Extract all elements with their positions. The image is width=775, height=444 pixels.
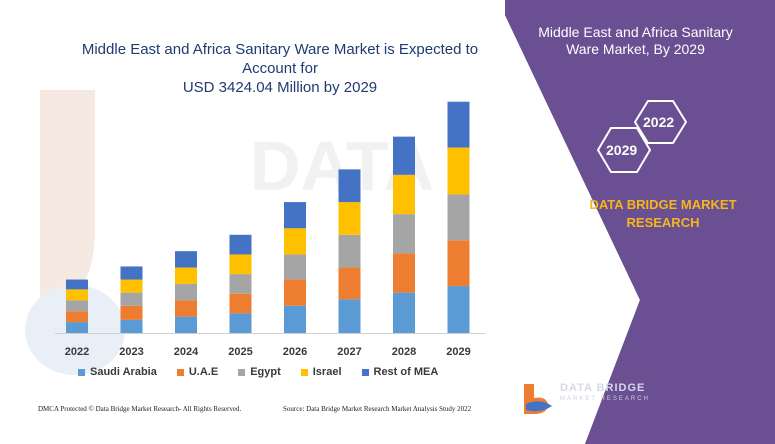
panel-title-line1: Middle East and Africa Sanitary [538, 24, 733, 40]
chart-title-line1: Middle East and Africa Sanitary Ware Mar… [81, 41, 479, 77]
bar-segment-2029-rest-of-mea [447, 101, 470, 148]
brand-line2: RESEARCH [626, 215, 700, 230]
legend-swatch [238, 368, 246, 376]
legend-swatch [300, 368, 308, 376]
brand-line1: DATA BRIDGE MARKET [589, 197, 737, 212]
bar-segment-2027-rest-of-mea [338, 169, 361, 203]
legend: Saudi Arabia U.A.E Egypt Israel Rest of … [78, 366, 438, 378]
bar-segment-2022-rest-of-mea [66, 279, 88, 290]
brand-name: DATA BRIDGE MARKET RESEARCH [578, 196, 748, 232]
bar-segment-2022-israel [66, 289, 88, 301]
x-tick-label-2026: 2026 [283, 346, 307, 358]
bar-segment-2022-egypt [66, 300, 88, 312]
hex-label-2029: 2029 [606, 142, 638, 158]
legend-item-israel: Israel [300, 366, 342, 378]
bar-segment-2023-israel [120, 279, 143, 293]
bar-segment-2028-israel [393, 174, 415, 215]
bar-segment-2023-rest-of-mea [120, 266, 143, 280]
bar-segment-2027-saudi-arabia [338, 299, 361, 333]
legend-item-saudi-arabia: Saudi Arabia [78, 366, 157, 378]
bar-segment-2023-saudi-arabia [120, 319, 143, 333]
bar-segment-2027-israel [338, 202, 361, 235]
bar-segment-2025-rest-of-mea [229, 234, 252, 255]
x-tick-label-2024: 2024 [174, 346, 199, 358]
bar-segment-2024-israel [175, 267, 197, 284]
bar-segment-2025-egypt [229, 274, 252, 294]
panel-title-line2: Ware Market, By 2029 [566, 41, 705, 57]
x-tick-label-2029: 2029 [446, 346, 470, 358]
bar-segment-2028-egypt [393, 214, 415, 254]
bar-segment-2024-u-a-e [175, 300, 197, 317]
panel-title: Middle East and Africa Sanitary Ware Mar… [518, 24, 753, 58]
bar-segment-2022-u-a-e [66, 311, 88, 323]
logo-text: DATA BRIDGE [560, 382, 646, 394]
watermark-logo [40, 90, 95, 320]
logo-swoosh [526, 401, 552, 412]
hex-label-2022: 2022 [643, 114, 675, 130]
bar-segment-2023-egypt [120, 292, 143, 306]
x-tick-label-2023: 2023 [119, 346, 143, 358]
bar-segment-2028-saudi-arabia [393, 292, 415, 333]
bar-segment-2026-rest-of-mea [284, 202, 306, 229]
logo-subtext: MARKET RESEARCH [560, 396, 650, 402]
legend-item-rest-of-mea: Rest of MEA [361, 366, 439, 378]
legend-label: Egypt [250, 366, 281, 378]
legend-item-uae: U.A.E [176, 366, 219, 378]
bar-segment-2029-israel [447, 147, 470, 195]
bar-segment-2022-saudi-arabia [66, 322, 88, 333]
bar-segment-2025-saudi-arabia [229, 313, 252, 333]
bar-segment-2024-saudi-arabia [175, 316, 197, 333]
chart-title: Middle East and Africa Sanitary Ware Mar… [55, 40, 505, 97]
legend-label: Rest of MEA [373, 366, 439, 378]
bar-segment-2025-israel [229, 254, 252, 275]
legend-swatch [361, 368, 369, 376]
bar-segment-2025-u-a-e [229, 293, 252, 314]
bar-segment-2026-u-a-e [284, 279, 306, 306]
legend-item-egypt: Egypt [238, 366, 281, 378]
bar-segment-2029-u-a-e [447, 240, 470, 287]
x-tick-label-2025: 2025 [228, 346, 252, 358]
bar-segment-2024-egypt [175, 283, 197, 301]
x-tick-label-2028: 2028 [392, 346, 416, 358]
footer-source: Source: Data Bridge Market Research Mark… [283, 405, 472, 413]
hexagon-top [633, 100, 688, 144]
bar-segment-2028-u-a-e [393, 253, 415, 293]
legend-swatch [176, 368, 184, 376]
stacked-bar-chart: 2022 2023 2024 2025 2026 2027 2028 2029 [55, 101, 485, 358]
x-tick-label-2022: 2022 [65, 346, 89, 358]
bar-segment-2027-egypt [338, 234, 361, 268]
hexagon-bottom [596, 127, 652, 173]
x-tick-label-2027: 2027 [337, 346, 361, 358]
legend-swatch [78, 368, 85, 376]
legend-label: Israel [312, 366, 342, 378]
bar-segment-2026-saudi-arabia [284, 305, 306, 333]
legend-label: Saudi Arabia [90, 366, 157, 378]
chart-title-line2: USD 3424.04 Million by 2029 [182, 79, 378, 96]
bar-segment-2023-u-a-e [120, 305, 143, 320]
footer-copyright: DMCA Protected © Data Bridge Market Rese… [38, 405, 242, 413]
bar-segment-2027-u-a-e [338, 267, 361, 300]
bar-segment-2026-israel [284, 228, 306, 255]
bar-segment-2024-rest-of-mea [175, 251, 197, 268]
legend-label: U.A.E [188, 366, 219, 378]
bar-segment-2026-egypt [284, 254, 306, 280]
bar-segment-2029-saudi-arabia [447, 286, 470, 333]
bar-segment-2029-egypt [447, 194, 470, 241]
bar-segment-2028-rest-of-mea [393, 136, 415, 175]
